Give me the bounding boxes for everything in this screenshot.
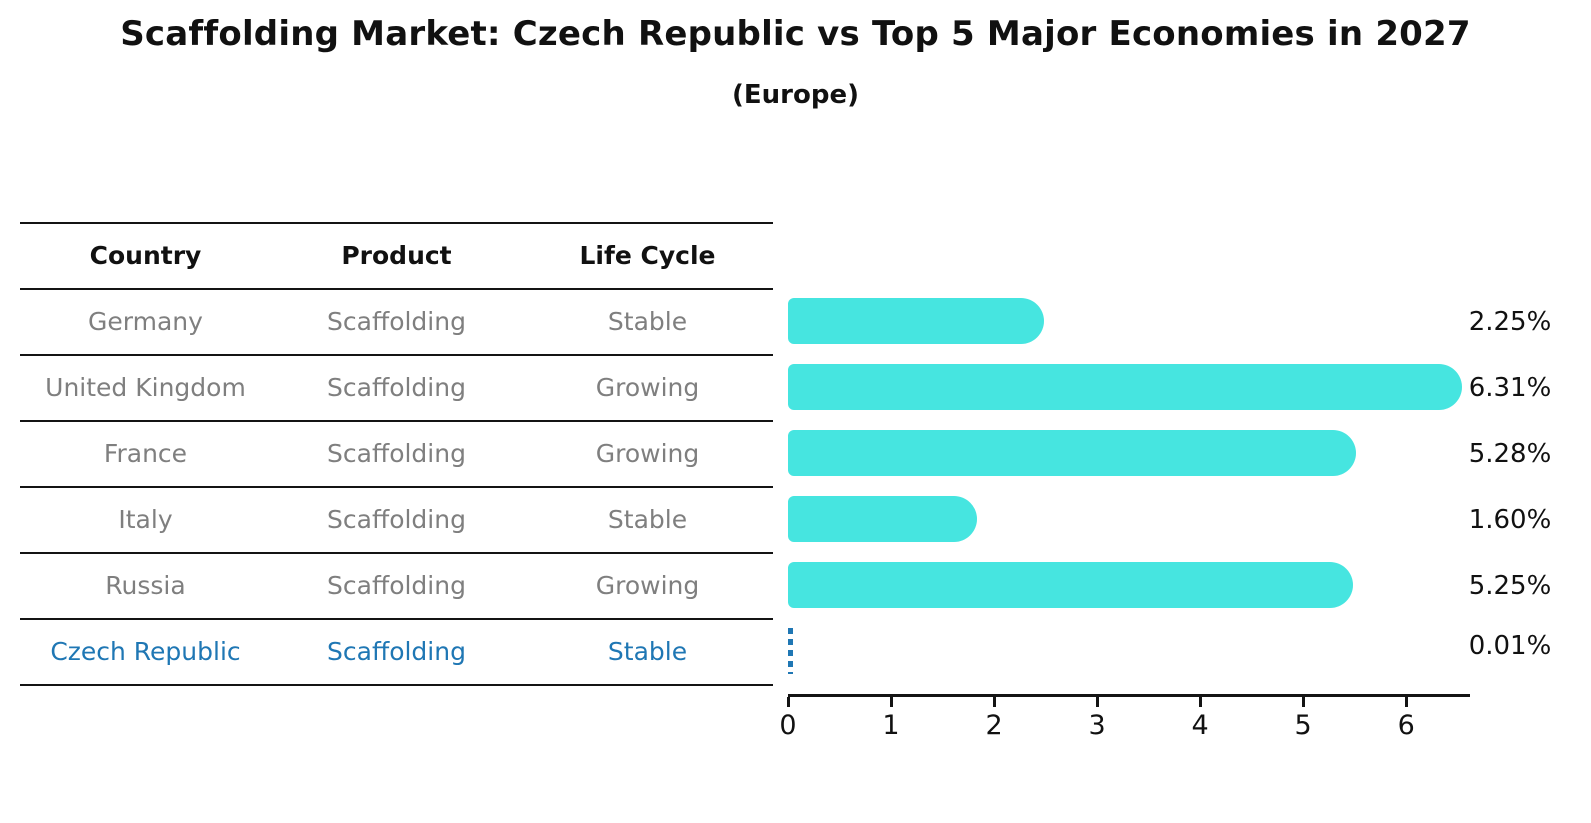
value-label-france: 5.28% <box>1468 439 1552 469</box>
x-tick-label-1: 1 <box>882 710 900 741</box>
column-header-life-cycle: Life Cycle <box>579 240 716 270</box>
value-label-united-kingdom: 6.31% <box>1468 373 1552 403</box>
cell-country: Russia <box>105 570 186 600</box>
table-rule-4 <box>20 552 773 554</box>
cell-country: Italy <box>118 504 173 534</box>
page-title: Scaffolding Market: Czech Republic vs To… <box>120 14 1471 54</box>
cell-product: Scaffolding <box>327 636 466 666</box>
table-row-united-kingdom: United Kingdom Scaffolding Growing <box>20 354 773 420</box>
cell-life-cycle: Growing <box>595 438 700 468</box>
cell-country: United Kingdom <box>45 372 246 402</box>
bar-row-germany <box>788 298 1044 344</box>
page-subtitle: (Europe) <box>732 80 859 110</box>
column-header-product: Product <box>341 240 452 270</box>
table-row-france: France Scaffolding Growing <box>20 420 773 486</box>
x-axis-line <box>788 694 1470 697</box>
table-rule-bottom <box>20 684 773 686</box>
bar-row-italy <box>788 496 977 542</box>
table-rule-top <box>20 222 773 224</box>
table-row-czech-republic: Czech Republic Scaffolding Stable <box>20 618 773 684</box>
x-tick-mark-3 <box>1095 697 1099 707</box>
table-rule-3 <box>20 486 773 488</box>
value-label-germany: 2.25% <box>1468 307 1552 337</box>
x-tick-label-5: 5 <box>1294 710 1312 741</box>
bar-france <box>788 430 1356 476</box>
table-header-row: Country Product Life Cycle <box>20 222 773 288</box>
bar-united-kingdom <box>788 364 1463 410</box>
table-row-italy: Italy Scaffolding Stable <box>20 486 773 552</box>
bar-russia <box>788 562 1353 608</box>
table-rule-header <box>20 288 773 290</box>
cell-life-cycle: Stable <box>607 504 688 534</box>
table-rule-2 <box>20 420 773 422</box>
x-tick-mark-1 <box>889 697 893 707</box>
cell-product: Scaffolding <box>327 570 466 600</box>
x-tick-label-2: 2 <box>985 710 1003 741</box>
cell-product: Scaffolding <box>327 372 466 402</box>
bar-row-russia <box>788 562 1353 608</box>
cell-country: Czech Republic <box>50 636 241 666</box>
cell-country: Germany <box>88 306 203 336</box>
bar-italy <box>788 496 977 542</box>
cell-life-cycle: Stable <box>607 636 688 666</box>
cell-product: Scaffolding <box>327 504 466 534</box>
bar-row-czech-republic <box>788 628 793 674</box>
value-label-italy: 1.60% <box>1468 505 1552 535</box>
cell-product: Scaffolding <box>327 306 466 336</box>
cell-life-cycle: Stable <box>607 306 688 336</box>
cell-country: France <box>103 438 188 468</box>
x-tick-mark-6 <box>1404 697 1408 707</box>
bar-row-united-kingdom <box>788 364 1463 410</box>
cell-life-cycle: Growing <box>595 570 700 600</box>
x-tick-mark-4 <box>1198 697 1202 707</box>
column-header-country: Country <box>89 240 202 270</box>
bar-germany <box>788 298 1044 344</box>
x-tick-label-0: 0 <box>779 710 797 741</box>
table-rule-1 <box>20 354 773 356</box>
table-rule-5 <box>20 618 773 620</box>
bar-row-france <box>788 430 1356 476</box>
x-tick-mark-0 <box>786 697 790 707</box>
value-label-czech-republic: 0.01% <box>1468 631 1552 661</box>
bar-czech-republic-dashed <box>788 628 793 674</box>
x-tick-mark-5 <box>1301 697 1305 707</box>
x-tick-label-6: 6 <box>1397 710 1415 741</box>
cell-life-cycle: Growing <box>595 372 700 402</box>
table-row-germany: Germany Scaffolding Stable <box>20 288 773 354</box>
x-tick-label-4: 4 <box>1191 710 1209 741</box>
x-tick-mark-2 <box>992 697 996 707</box>
cell-product: Scaffolding <box>327 438 466 468</box>
x-tick-label-3: 3 <box>1088 710 1106 741</box>
value-label-russia: 5.25% <box>1468 571 1552 601</box>
table-row-russia: Russia Scaffolding Growing <box>20 552 773 618</box>
